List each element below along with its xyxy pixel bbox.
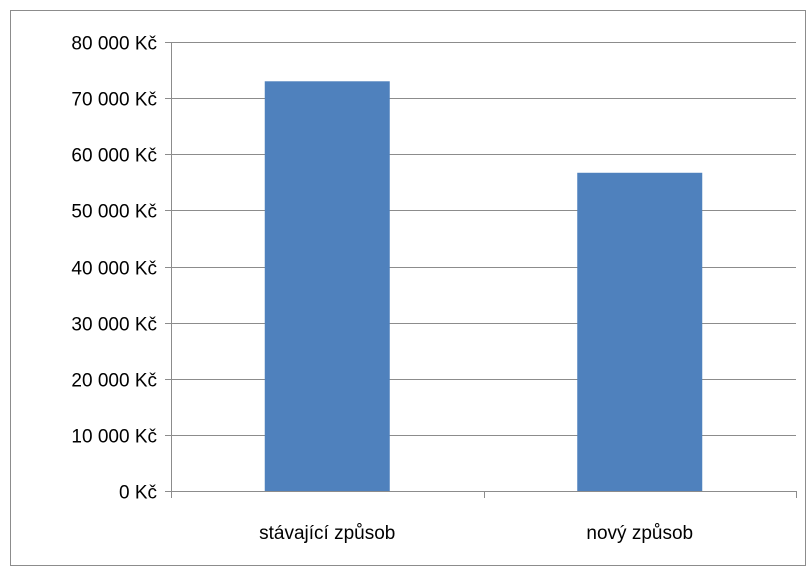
y-tick-labels: 0 Kč 10 000 Kč 20 000 Kč 30 000 Kč 40 000 Kč… [71, 34, 157, 504]
x-tick-label: stávající způsob [259, 523, 395, 544]
bar-chart: 0 Kč 10 000 Kč 20 000 Kč 30 000 Kč 40 000 Kč… [71, 34, 797, 544]
y-tick-label: 70 000 Kč [71, 90, 157, 111]
y-tick-label: 20 000 Kč [71, 371, 157, 392]
x-tick-label: nový způsob [586, 523, 693, 544]
y-tick-label: 10 000 Kč [71, 427, 157, 448]
y-tick-label: 50 000 Kč [71, 202, 157, 223]
bar-1 [264, 81, 390, 491]
y-tick-label: 30 000 Kč [71, 315, 157, 336]
bar-2 [577, 172, 703, 492]
y-tick-label: 40 000 Kč [71, 259, 157, 280]
y-tick-label: 60 000 Kč [71, 146, 157, 167]
y-tick-label: 0 Kč [119, 483, 157, 504]
x-tick-labels: stávající způsob nový způsob [259, 523, 693, 544]
chart-frame: 0 Kč 10 000 Kč 20 000 Kč 30 000 Kč 40 000 Kč… [10, 10, 806, 566]
axes [165, 42, 797, 498]
bars [264, 81, 703, 492]
y-tick-label: 80 000 Kč [71, 34, 157, 55]
